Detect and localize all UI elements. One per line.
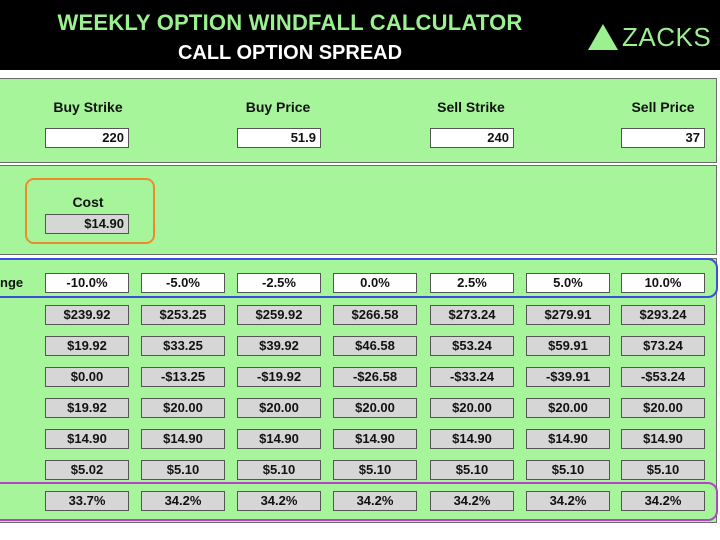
change-cell[interactable]: 2.5% [430, 273, 514, 293]
buy-strike-input[interactable]: 220 [45, 128, 129, 148]
result-cell: $239.92 [45, 305, 129, 325]
cost-value: $14.90 [45, 214, 129, 234]
sell-price-label: Sell Price [631, 99, 695, 115]
return-cell: 34.2% [526, 491, 610, 511]
page-subtitle: CALL OPTION SPREAD [177, 42, 403, 64]
result-cell: $33.25 [141, 336, 225, 356]
result-cell: $266.58 [333, 305, 417, 325]
buy-strike-label: Buy Strike [53, 99, 123, 115]
buy-price-input[interactable]: 51.9 [237, 128, 321, 148]
result-cell: $59.91 [526, 336, 610, 356]
logo-text: ZACKS [622, 21, 712, 52]
sell-price-input[interactable]: 37 [621, 128, 705, 148]
result-cell: $19.92 [45, 398, 129, 418]
result-cell: $20.00 [333, 398, 417, 418]
result-cell: $14.90 [141, 429, 225, 449]
result-cell: $5.10 [526, 460, 610, 480]
change-cell[interactable]: 10.0% [621, 273, 705, 293]
change-cell[interactable]: 0.0% [333, 273, 417, 293]
result-cell: -$26.58 [333, 367, 417, 387]
result-cell: $20.00 [526, 398, 610, 418]
price-change-label: nge [0, 275, 24, 290]
return-cell: 34.2% [333, 491, 417, 511]
change-cell[interactable]: -5.0% [141, 273, 225, 293]
result-cell: $293.24 [621, 305, 705, 325]
result-cell: $5.10 [430, 460, 514, 480]
header-bar: WEEKLY OPTION WINDFALL CALCULATOR CALL O… [0, 0, 720, 70]
buy-price-label: Buy Price [245, 99, 311, 115]
result-cell: $20.00 [430, 398, 514, 418]
result-cell: $53.24 [430, 336, 514, 356]
result-cell: $14.90 [621, 429, 705, 449]
return-cell: 34.2% [621, 491, 705, 511]
page-title: WEEKLY OPTION WINDFALL CALCULATOR [57, 10, 523, 35]
result-cell: $20.00 [237, 398, 321, 418]
result-cell: $5.10 [237, 460, 321, 480]
result-cell: $14.90 [333, 429, 417, 449]
change-row-highlight [0, 258, 718, 298]
result-cell: $5.10 [141, 460, 225, 480]
result-cell: $20.00 [621, 398, 705, 418]
result-cell: $19.92 [45, 336, 129, 356]
return-cell: 34.2% [430, 491, 514, 511]
result-cell: $14.90 [430, 429, 514, 449]
result-cell: $14.90 [237, 429, 321, 449]
result-cell: -$53.24 [621, 367, 705, 387]
sell-strike-input[interactable]: 240 [430, 128, 514, 148]
result-cell: $5.10 [333, 460, 417, 480]
result-cell: $14.90 [45, 429, 129, 449]
result-cell: -$13.25 [141, 367, 225, 387]
return-row-highlight [0, 482, 718, 521]
result-cell: $73.24 [621, 336, 705, 356]
return-cell: 34.2% [237, 491, 321, 511]
result-cell: -$19.92 [237, 367, 321, 387]
result-cell: $259.92 [237, 305, 321, 325]
result-cell: -$33.24 [430, 367, 514, 387]
return-cell: 33.7% [45, 491, 129, 511]
return-cell: 34.2% [141, 491, 225, 511]
cost-highlight [25, 178, 155, 244]
result-cell: $5.02 [45, 460, 129, 480]
result-cell: -$39.91 [526, 367, 610, 387]
cost-panel [0, 165, 717, 255]
result-cell: $279.91 [526, 305, 610, 325]
sell-strike-label: Sell Strike [437, 99, 505, 115]
result-cell: $20.00 [141, 398, 225, 418]
result-cell: $46.58 [333, 336, 417, 356]
result-cell: $5.10 [621, 460, 705, 480]
result-cell: $39.92 [237, 336, 321, 356]
change-cell[interactable]: -2.5% [237, 273, 321, 293]
change-cell[interactable]: 5.0% [526, 273, 610, 293]
result-cell: $273.24 [430, 305, 514, 325]
cost-label: Cost [72, 194, 104, 210]
result-cell: $14.90 [526, 429, 610, 449]
result-cell: $253.25 [141, 305, 225, 325]
zacks-logo: ZACKS [588, 22, 711, 52]
change-cell[interactable]: -10.0% [45, 273, 129, 293]
result-cell: $0.00 [45, 367, 129, 387]
inputs-panel [0, 78, 717, 163]
triangle-logo-icon [588, 24, 618, 50]
